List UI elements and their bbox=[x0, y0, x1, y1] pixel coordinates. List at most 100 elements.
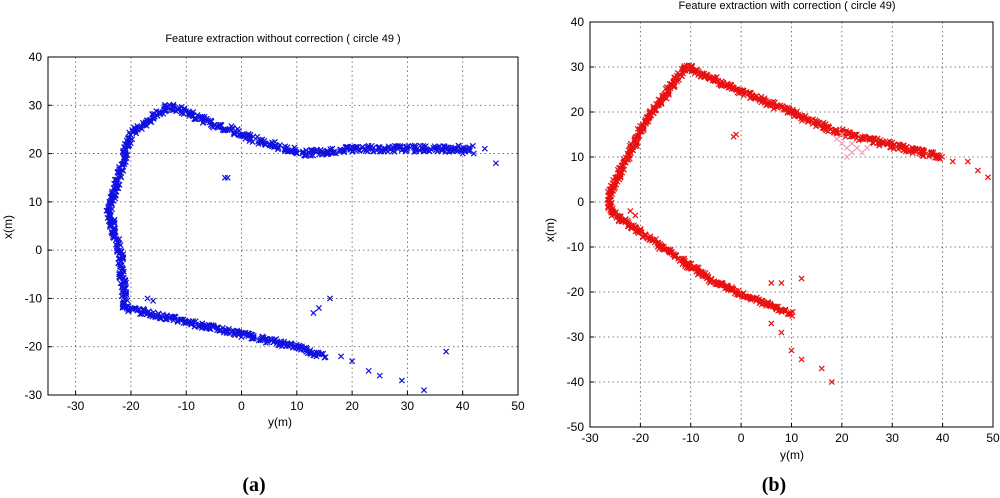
marker-a-s0-trend-116 bbox=[261, 140, 268, 147]
marker-b-s1-pt-0 bbox=[833, 135, 840, 143]
marker-a-s0-trend-176 bbox=[317, 146, 324, 153]
marker-a-s0-path-88 bbox=[120, 154, 127, 161]
marker-b-s0-trend-11 bbox=[688, 68, 695, 75]
marker-a-s0-path-39 bbox=[140, 122, 147, 129]
marker-a-s0-path-313 bbox=[156, 315, 163, 322]
marker-a-s0-pt-15 bbox=[470, 150, 477, 157]
marker-b-s0-pt-6 bbox=[778, 329, 785, 336]
x-tick-label-b-7: 40 bbox=[936, 431, 950, 445]
marker-a-s0-trend-341 bbox=[469, 142, 476, 149]
marker-a-s0-trend-78 bbox=[228, 126, 235, 133]
y-tick-label-a-4: 10 bbox=[29, 195, 43, 209]
x-tick-label-a-3: 0 bbox=[238, 399, 245, 413]
marker-b-s0-trend-247 bbox=[869, 139, 876, 146]
marker-b-s0-trend-277 bbox=[895, 141, 902, 148]
marker-a-s0-path-399 bbox=[230, 327, 237, 334]
marker-a-s0-trend-132 bbox=[275, 144, 282, 151]
marker-b-s0-pt-14 bbox=[964, 158, 971, 165]
y-tick-label-b-0: -50 bbox=[567, 420, 585, 434]
y-tick-label-a-1: -20 bbox=[25, 340, 43, 354]
panel-a: Feature extraction without correction ( … bbox=[1, 33, 525, 496]
marker-a-s0-trend-220 bbox=[355, 146, 362, 154]
marker-b-s0-path-43 bbox=[665, 88, 672, 95]
marker-b-s0-pt-2 bbox=[768, 279, 775, 287]
marker-a-s0-path-148 bbox=[106, 201, 113, 208]
caption-a: (a) bbox=[242, 474, 265, 496]
marker-b-s0-path-464 bbox=[782, 306, 789, 313]
marker-a-s0-trend-163 bbox=[303, 147, 310, 154]
x-tick-label-a-5: 20 bbox=[345, 399, 359, 413]
marker-b-s0-trend-57 bbox=[723, 83, 730, 90]
marker-a-s0-pt-4 bbox=[310, 309, 317, 316]
marker-a-s0-trend-186 bbox=[325, 150, 332, 158]
marker-a-s0-pt-13 bbox=[443, 348, 450, 355]
marker-a-s0-trend-90 bbox=[239, 131, 246, 138]
marker-b-s0-trend-289 bbox=[903, 143, 910, 150]
marker-a-s0-trend-81 bbox=[231, 131, 238, 138]
marker-a-s0-path-381 bbox=[214, 324, 221, 331]
marker-b-s1-pt-9 bbox=[843, 153, 850, 161]
marker-b-s0-pt-12 bbox=[632, 212, 639, 219]
x-tick-label-b-6: 30 bbox=[886, 431, 900, 445]
series-group-b bbox=[604, 62, 991, 386]
marker-a-s0-path-182 bbox=[112, 228, 119, 235]
marker-b-s0-path-345 bbox=[695, 264, 702, 271]
marker-b-s1-pt-4 bbox=[853, 144, 861, 152]
marker-a-s0-trend-311 bbox=[438, 147, 445, 154]
y-tick-label-b-7: 20 bbox=[571, 105, 585, 119]
marker-a-s0-trend-260 bbox=[392, 143, 399, 150]
marker-a-s0-path-296 bbox=[138, 310, 145, 317]
marker-a-s0-pt-5 bbox=[326, 295, 334, 302]
marker-a-s0-trend-16 bbox=[181, 105, 188, 112]
marker-a-s0-trend-212 bbox=[349, 148, 356, 155]
x-tick-label-b-2: -10 bbox=[682, 431, 700, 445]
marker-a-s0-path-472 bbox=[295, 345, 302, 352]
y-tick-label-b-4: -10 bbox=[567, 240, 585, 254]
marker-b-s1-pt-5 bbox=[859, 149, 866, 156]
marker-b-s0-trend-238 bbox=[862, 134, 869, 141]
grid-b bbox=[590, 22, 993, 427]
x-tick-label-b-4: 10 bbox=[785, 431, 799, 445]
marker-a-s0-trend-273 bbox=[404, 145, 411, 152]
chart-title-b: Feature extraction with correction ( cir… bbox=[678, 0, 895, 12]
marker-a-s0-path-336 bbox=[174, 318, 181, 325]
x-tick-label-a-2: -10 bbox=[178, 399, 196, 413]
marker-a-s0-pt-16 bbox=[481, 145, 488, 152]
x-tick-label-b-0: -30 bbox=[581, 431, 599, 445]
marker-b-s0-pt-4 bbox=[798, 275, 805, 282]
y-tick-label-b-3: -20 bbox=[567, 285, 585, 299]
marker-a-s0-pt-7 bbox=[338, 353, 345, 360]
marker-b-s0-pt-11 bbox=[627, 207, 634, 215]
marker-b-s0-path-182 bbox=[613, 181, 620, 188]
marker-b-s0-trend-300 bbox=[911, 148, 919, 155]
series-group-a bbox=[103, 101, 499, 394]
marker-b-s0-pt-10 bbox=[828, 378, 835, 386]
marker-a-s0-pt-6 bbox=[315, 305, 322, 312]
marker-b-s0-path-211 bbox=[607, 201, 614, 208]
x-tick-label-b-8: 50 bbox=[986, 431, 1000, 445]
marker-b-s0-trend-157 bbox=[798, 117, 805, 124]
marker-b-s0-trend-260 bbox=[879, 138, 886, 145]
marker-a-s0-trend-217 bbox=[353, 143, 360, 150]
marker-a-s0-pt-17 bbox=[492, 160, 499, 167]
y-tick-label-b-9: 40 bbox=[571, 15, 585, 29]
caption-b: (b) bbox=[762, 474, 786, 496]
marker-a-s0-pt-11 bbox=[398, 377, 405, 384]
marker-a-s0-path-58 bbox=[127, 131, 134, 138]
marker-a-s0-path-421 bbox=[250, 334, 257, 341]
marker-a-s0-path-422 bbox=[250, 335, 257, 342]
ticks-a: -30 -20 -10 0 10 20 30 40 50 -30 -20 -10 0 10 20 30 40 bbox=[25, 50, 525, 413]
marker-b-s0-path-472 bbox=[789, 308, 796, 315]
marker-b-s0-pt-5 bbox=[768, 320, 775, 327]
marker-b-s0-trend-329 bbox=[937, 155, 944, 162]
marker-b-s0-path-93 bbox=[642, 120, 649, 127]
y-axis-label-b: x(m) bbox=[543, 218, 557, 242]
marker-a-s0-pt-0 bbox=[221, 174, 228, 181]
marker-a-s0-path-486 bbox=[307, 350, 314, 357]
marker-b-s1-pt-6 bbox=[864, 144, 871, 152]
marker-a-s0-trend-206 bbox=[342, 144, 349, 151]
marker-a-s0-trend-224 bbox=[359, 143, 366, 151]
marker-b-s0-trend-158 bbox=[799, 113, 806, 120]
x-axis-label-b: y(m) bbox=[780, 448, 804, 462]
